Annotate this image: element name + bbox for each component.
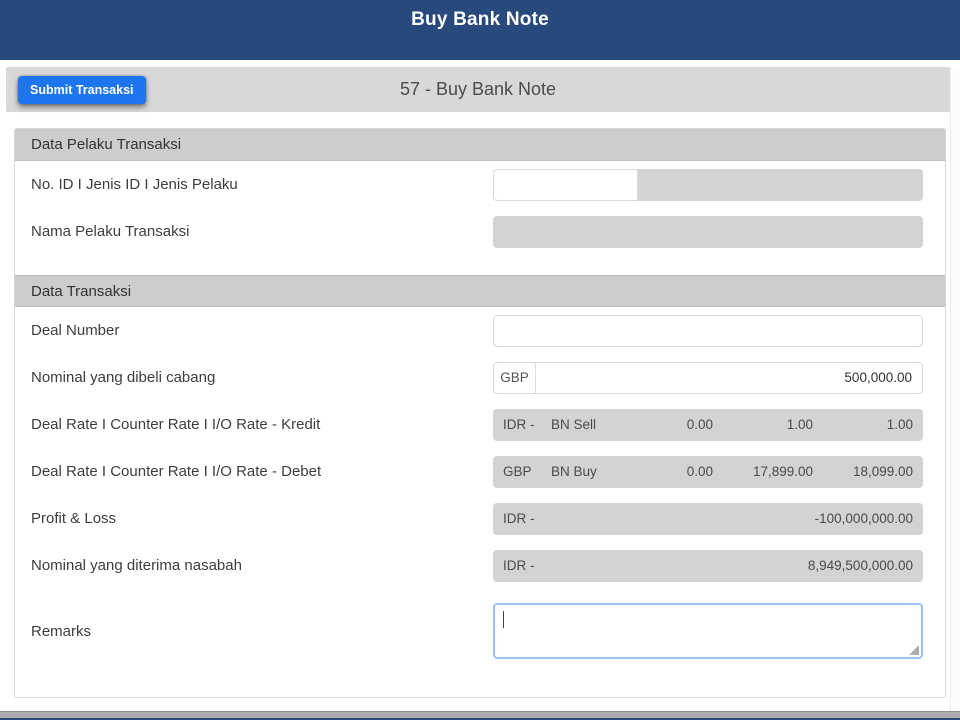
row-profit-loss: Profit & Loss IDR - -100,000,000.00: [15, 495, 945, 542]
row-nama-pelaku: Nama Pelaku Transaksi: [15, 208, 945, 255]
row-remarks: Remarks: [15, 589, 945, 673]
rate-kredit-field-disabled: IDR - BN Sell 0.00 1.00 1.00: [493, 408, 923, 441]
app-footer: [0, 718, 960, 720]
rate-debet-field-group: GBP BN Buy 0.00 17,899.00 18,099.00: [493, 455, 923, 488]
nama-pelaku-field-disabled: [493, 215, 923, 248]
app-title: Buy Bank Note: [411, 9, 549, 30]
rate-debet-deal-rate: 0.00: [686, 464, 713, 479]
transaction-form-panel: Data Pelaku Transaksi No. ID I Jenis ID …: [14, 128, 946, 698]
rate-kredit-label: Deal Rate I Counter Rate I I/O Rate - Kr…: [31, 416, 321, 433]
row-no-id: No. ID I Jenis ID I Jenis Pelaku: [15, 161, 945, 208]
profit-loss-field-disabled: IDR - -100,000,000.00: [493, 502, 923, 535]
no-id-input[interactable]: [493, 168, 638, 201]
deal-number-input[interactable]: [493, 314, 923, 347]
vertical-scrollbar[interactable]: [950, 67, 960, 711]
row-rate-kredit: Deal Rate I Counter Rate I I/O Rate - Kr…: [15, 401, 945, 448]
profit-loss-value: -100,000,000.00: [814, 511, 913, 526]
profit-loss-field-group: IDR - -100,000,000.00: [493, 502, 923, 535]
no-id-label: No. ID I Jenis ID I Jenis Pelaku: [31, 176, 238, 193]
rate-debet-label: Deal Rate I Counter Rate I I/O Rate - De…: [31, 463, 322, 480]
horizontal-scrollbar[interactable]: [0, 711, 960, 718]
jenis-pelaku-field-disabled: [638, 168, 923, 201]
rate-kredit-deal-rate: 0.00: [686, 417, 713, 432]
nominal-diterima-value: 8,949,500,000.00: [807, 558, 913, 573]
deal-number-label: Deal Number: [31, 322, 120, 339]
rate-kredit-counter-rate: 1.00: [786, 417, 813, 432]
nominal-diterima-field-disabled: IDR - 8,949,500,000.00: [493, 549, 923, 582]
nominal-dibeli-input[interactable]: GBP 500,000.00: [493, 361, 923, 394]
nominal-diterima-field-group: IDR - 8,949,500,000.00: [493, 549, 923, 582]
nominal-diterima-label: Nominal yang diterima nasabah: [31, 557, 242, 574]
deal-number-field-group: [493, 314, 923, 347]
section-title: Data Pelaku Transaksi: [31, 136, 182, 153]
currency-prefix: GBP: [494, 362, 536, 393]
row-nominal-dibeli: Nominal yang dibeli cabang GBP 500,000.0…: [15, 354, 945, 401]
rate-debet-type: BN Buy: [551, 464, 597, 479]
nominal-dibeli-field-group: GBP 500,000.00: [493, 361, 923, 394]
nominal-diterima-currency: IDR -: [503, 558, 535, 573]
form-title: 57 - Buy Bank Note: [399, 79, 557, 99]
row-deal-number: Deal Number: [15, 307, 945, 354]
rate-debet-currency: GBP: [503, 464, 532, 479]
rate-kredit-field-group: IDR - BN Sell 0.00 1.00 1.00: [493, 408, 923, 441]
main-area: Submit Transaksi 57 - Buy Bank Note Data…: [0, 67, 960, 711]
section-header-data-pelaku: Data Pelaku Transaksi: [15, 129, 945, 161]
rate-debet-io-rate: 18,099.00: [852, 464, 913, 479]
resize-handle-icon[interactable]: [909, 645, 919, 655]
app-header: Buy Bank Note: [0, 0, 960, 60]
submit-transaksi-button[interactable]: Submit Transaksi: [18, 75, 146, 104]
remarks-field-group: [493, 603, 923, 659]
rate-kredit-type: BN Sell: [551, 417, 597, 432]
no-id-field-group: [493, 168, 923, 201]
row-rate-debet: Deal Rate I Counter Rate I I/O Rate - De…: [15, 448, 945, 495]
row-nominal-diterima: Nominal yang diterima nasabah IDR - 8,94…: [15, 542, 945, 589]
nama-pelaku-label: Nama Pelaku Transaksi: [31, 223, 190, 240]
text-cursor: [503, 611, 504, 628]
section-header-data-transaksi: Data Transaksi: [15, 275, 945, 307]
nama-pelaku-field-group: [493, 215, 923, 248]
nominal-dibeli-label: Nominal yang dibeli cabang: [31, 369, 216, 386]
rate-debet-counter-rate: 17,899.00: [752, 464, 813, 479]
profit-loss-currency: IDR -: [503, 511, 535, 526]
remarks-label: Remarks: [31, 622, 92, 640]
rate-debet-field-disabled: GBP BN Buy 0.00 17,899.00 18,099.00: [493, 455, 923, 488]
toolbar: Submit Transaksi 57 - Buy Bank Note: [6, 67, 950, 112]
profit-loss-label: Profit & Loss: [31, 510, 117, 527]
rate-kredit-io-rate: 1.00: [886, 417, 913, 432]
rate-kredit-currency: IDR -: [503, 417, 535, 432]
remarks-textarea[interactable]: [493, 603, 923, 659]
section-title: Data Transaksi: [31, 282, 132, 300]
nominal-dibeli-value: 500,000.00: [844, 370, 912, 385]
